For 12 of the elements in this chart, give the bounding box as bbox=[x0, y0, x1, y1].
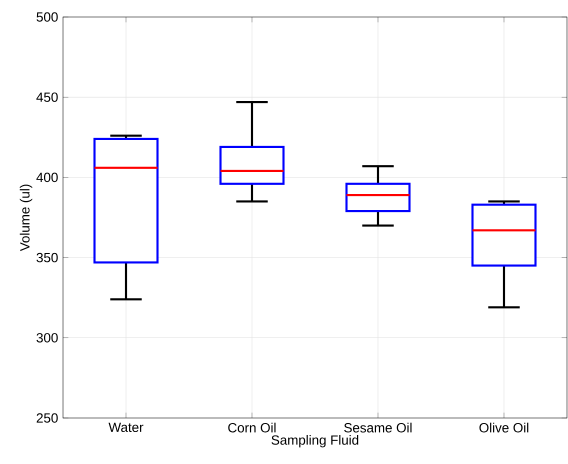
x-tick-label: Water bbox=[108, 422, 144, 432]
y-tick-label: 500 bbox=[36, 12, 58, 22]
y-tick-label: 400 bbox=[36, 172, 58, 182]
y-axis-title: Volume (ul) bbox=[20, 184, 32, 252]
x-tick-label: Sesame Oil bbox=[344, 422, 412, 432]
y-tick-label: 250 bbox=[36, 413, 58, 423]
x-tick-label: Corn Oil bbox=[228, 422, 276, 432]
x-tick-label: Olive Oil bbox=[479, 422, 528, 432]
y-tick-label: 350 bbox=[36, 252, 58, 262]
x-axis-title: Sampling Fluid bbox=[272, 434, 358, 448]
y-tick-label: 450 bbox=[36, 92, 58, 102]
y-tick-label: 300 bbox=[36, 333, 58, 343]
